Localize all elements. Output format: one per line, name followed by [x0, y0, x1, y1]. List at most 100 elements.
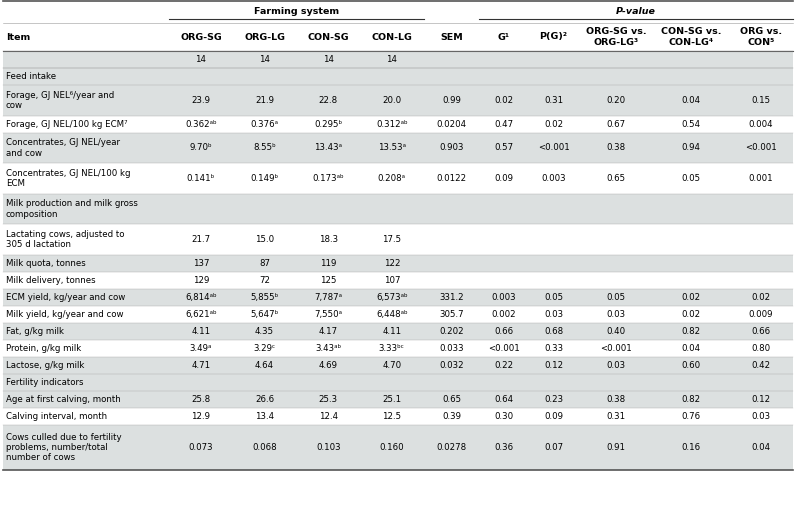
Text: Forage, GJ NEL/100 kg ECM⁷: Forage, GJ NEL/100 kg ECM⁷: [6, 120, 127, 129]
Text: 4.69: 4.69: [318, 361, 338, 370]
Text: Age at first calving, month: Age at first calving, month: [6, 395, 121, 404]
Text: ORG-SG vs.
ORG-LG³: ORG-SG vs. ORG-LG³: [586, 27, 646, 46]
Text: 0.15: 0.15: [751, 96, 771, 105]
Text: 12.9: 12.9: [192, 412, 210, 421]
Text: 0.05: 0.05: [544, 293, 563, 302]
Text: 0.03: 0.03: [544, 310, 563, 319]
Text: 21.7: 21.7: [191, 235, 210, 244]
Text: Farming system: Farming system: [254, 7, 339, 16]
Text: ORG vs.
CON⁵: ORG vs. CON⁵: [739, 27, 782, 46]
Text: 87: 87: [259, 259, 270, 268]
Text: 0.99: 0.99: [442, 96, 461, 105]
Text: G¹: G¹: [498, 33, 510, 42]
Text: Milk delivery, tonnes: Milk delivery, tonnes: [6, 276, 96, 285]
Text: Milk production and milk gross
composition: Milk production and milk gross compositi…: [6, 200, 138, 219]
Text: 0.38: 0.38: [607, 144, 626, 153]
Text: 0.09: 0.09: [494, 174, 513, 183]
Text: 0.33: 0.33: [544, 344, 563, 353]
Text: ORG-LG: ORG-LG: [244, 33, 285, 42]
Text: 107: 107: [384, 276, 400, 285]
Text: 15.0: 15.0: [255, 235, 274, 244]
Text: 0.03: 0.03: [751, 412, 771, 421]
Text: 0.103: 0.103: [316, 443, 341, 452]
Bar: [3, 23, 793, 51]
Text: 0.04: 0.04: [681, 344, 700, 353]
Text: 0.68: 0.68: [544, 327, 563, 336]
Text: 0.160: 0.160: [380, 443, 404, 452]
Text: 331.2: 331.2: [439, 293, 464, 302]
Text: 0.60: 0.60: [681, 361, 700, 370]
Text: 0.04: 0.04: [751, 443, 771, 452]
Text: 0.65: 0.65: [607, 174, 626, 183]
Text: 0.141ᵇ: 0.141ᵇ: [187, 174, 215, 183]
Text: Calving interval, month: Calving interval, month: [6, 412, 107, 421]
Text: 26.6: 26.6: [255, 395, 274, 404]
Text: 0.295ᵇ: 0.295ᵇ: [314, 120, 342, 129]
Text: 0.09: 0.09: [544, 412, 563, 421]
Text: 0.64: 0.64: [494, 395, 513, 404]
Text: 6,814ᵃᵇ: 6,814ᵃᵇ: [185, 293, 217, 302]
Text: 0.362ᵃᵇ: 0.362ᵃᵇ: [185, 120, 217, 129]
Bar: [3, 391, 793, 408]
Text: 0.67: 0.67: [607, 120, 626, 129]
Text: 0.66: 0.66: [494, 327, 513, 336]
Text: 3.49ᵃ: 3.49ᵃ: [189, 344, 212, 353]
Text: Protein, g/kg milk: Protein, g/kg milk: [6, 344, 81, 353]
Text: 13.53ᵃ: 13.53ᵃ: [378, 144, 406, 153]
Text: 0.07: 0.07: [544, 443, 563, 452]
Text: 0.04: 0.04: [681, 96, 700, 105]
Text: Concentrates, GJ NEL/100 kg
ECM: Concentrates, GJ NEL/100 kg ECM: [6, 169, 131, 188]
Text: 0.47: 0.47: [494, 120, 513, 129]
Text: 14: 14: [386, 55, 397, 64]
Text: 9.70ᵇ: 9.70ᵇ: [189, 144, 213, 153]
Text: Fat, g/kg milk: Fat, g/kg milk: [6, 327, 64, 336]
Bar: [3, 68, 793, 85]
Text: 129: 129: [193, 276, 209, 285]
Text: 0.91: 0.91: [607, 443, 626, 452]
Bar: [3, 51, 793, 68]
Text: 0.16: 0.16: [681, 443, 700, 452]
Bar: [3, 340, 793, 357]
Text: 0.202: 0.202: [439, 327, 464, 336]
Text: 0.312ᵃᵇ: 0.312ᵃᵇ: [376, 120, 408, 129]
Text: 0.03: 0.03: [607, 310, 626, 319]
Text: 0.57: 0.57: [494, 144, 513, 153]
Text: 0.82: 0.82: [681, 395, 700, 404]
Text: ORG-SG: ORG-SG: [180, 33, 222, 42]
Text: 0.02: 0.02: [494, 96, 513, 105]
Text: <0.001: <0.001: [537, 144, 569, 153]
Text: 305.7: 305.7: [439, 310, 464, 319]
Text: 0.068: 0.068: [252, 443, 277, 452]
Text: 25.3: 25.3: [318, 395, 338, 404]
Text: 25.8: 25.8: [191, 395, 210, 404]
Text: 0.02: 0.02: [681, 293, 700, 302]
Text: SEM: SEM: [440, 33, 462, 42]
Text: Forage, GJ NEL⁶/year and
cow: Forage, GJ NEL⁶/year and cow: [6, 91, 115, 110]
Text: 8.55ᵇ: 8.55ᵇ: [253, 144, 276, 153]
Text: 0.903: 0.903: [439, 144, 464, 153]
Text: ECM yield, kg/year and cow: ECM yield, kg/year and cow: [6, 293, 125, 302]
Text: 0.20: 0.20: [607, 96, 626, 105]
Bar: [3, 374, 793, 391]
Text: CON-LG: CON-LG: [372, 33, 412, 42]
Text: 0.0204: 0.0204: [436, 120, 466, 129]
Bar: [3, 194, 793, 224]
Text: 0.66: 0.66: [751, 327, 771, 336]
Text: 23.9: 23.9: [192, 96, 210, 105]
Text: 25.1: 25.1: [382, 395, 401, 404]
Text: 0.02: 0.02: [544, 120, 563, 129]
Text: Fertility indicators: Fertility indicators: [6, 378, 84, 387]
Text: Lactose, g/kg milk: Lactose, g/kg milk: [6, 361, 84, 370]
Text: 0.0278: 0.0278: [436, 443, 466, 452]
Bar: [3, 425, 793, 470]
Bar: [3, 133, 793, 163]
Text: Cows culled due to fertility
problems, number/total
number of cows: Cows culled due to fertility problems, n…: [6, 432, 122, 463]
Text: 0.42: 0.42: [751, 361, 771, 370]
Text: 13.4: 13.4: [255, 412, 274, 421]
Bar: [3, 163, 793, 194]
Text: 0.12: 0.12: [544, 361, 563, 370]
Bar: [3, 116, 793, 133]
Text: 3.43ᵃᵇ: 3.43ᵃᵇ: [315, 344, 341, 353]
Text: 4.11: 4.11: [191, 327, 210, 336]
Text: 20.0: 20.0: [382, 96, 401, 105]
